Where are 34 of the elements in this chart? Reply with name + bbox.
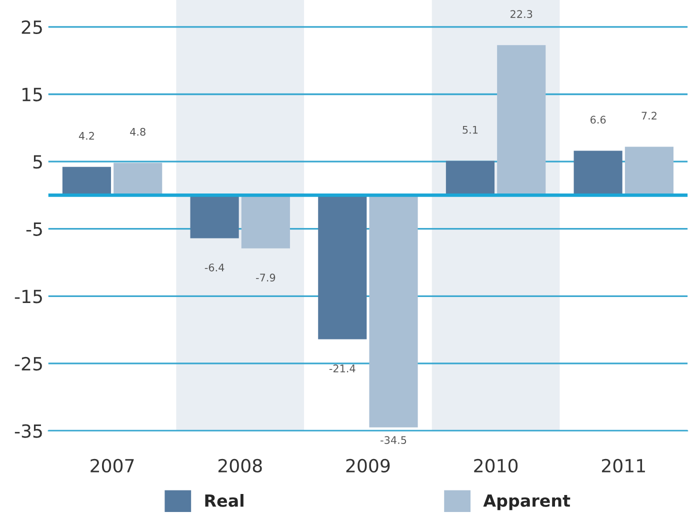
y-tick-label: 25	[22, 20, 42, 34]
data-label: 7.2	[642, 112, 656, 120]
legend-label: Real	[205, 494, 244, 507]
y-tick-label: -15	[14, 290, 42, 304]
y-tick-label: -35	[14, 424, 42, 438]
data-label: 6.6	[590, 116, 606, 124]
x-tick-label: 2007	[90, 458, 134, 473]
y-tick-label: 15	[22, 88, 42, 102]
data-label: -6.4	[204, 264, 224, 272]
bar	[190, 195, 239, 238]
bar	[497, 45, 546, 196]
bar	[241, 195, 290, 248]
bar	[62, 166, 112, 196]
legend-label: Apparent	[483, 494, 570, 510]
data-label: 4.8	[130, 128, 146, 136]
data-label: -7.9	[256, 274, 276, 282]
x-tick-label: 2011	[602, 458, 645, 473]
bar	[114, 162, 162, 196]
bar	[624, 146, 674, 196]
data-label: 22.3	[510, 10, 532, 18]
data-label: -34.5	[380, 436, 406, 444]
data-label: -21.4	[329, 364, 356, 372]
bar	[574, 150, 622, 196]
y-tick-label: -25	[14, 356, 42, 371]
data-label: 4.2	[78, 132, 94, 140]
bar	[318, 195, 367, 340]
x-tick-label: 2009	[346, 458, 390, 473]
y-tick-label: 5	[33, 155, 42, 169]
bar	[369, 195, 418, 428]
y-tick-label: -5	[26, 222, 42, 236]
data-label: 5.1	[462, 126, 478, 134]
x-tick-label: 2010	[474, 458, 518, 473]
bar	[446, 160, 495, 196]
x-tick-label: 2008	[218, 458, 262, 473]
